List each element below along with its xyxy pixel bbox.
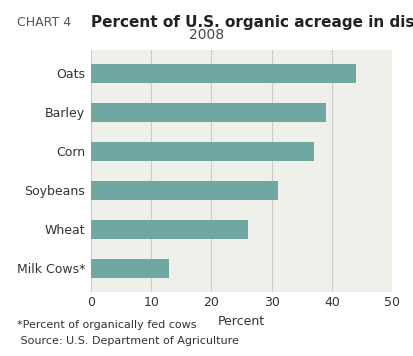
Text: *Percent of organically fed cows: *Percent of organically fed cows — [17, 320, 196, 330]
Text: Percent of U.S. organic acreage in district states: Percent of U.S. organic acreage in distr… — [91, 15, 413, 30]
Bar — [91, 103, 326, 122]
Text: CHART 4: CHART 4 — [17, 16, 71, 29]
Text: Source: U.S. Department of Agriculture: Source: U.S. Department of Agriculture — [17, 336, 238, 346]
Bar — [91, 142, 314, 161]
Bar — [91, 259, 169, 278]
X-axis label: Percent: Percent — [218, 315, 265, 328]
Bar — [91, 220, 248, 239]
Text: 2008: 2008 — [189, 28, 224, 42]
Bar — [91, 180, 278, 200]
Bar — [91, 63, 356, 83]
